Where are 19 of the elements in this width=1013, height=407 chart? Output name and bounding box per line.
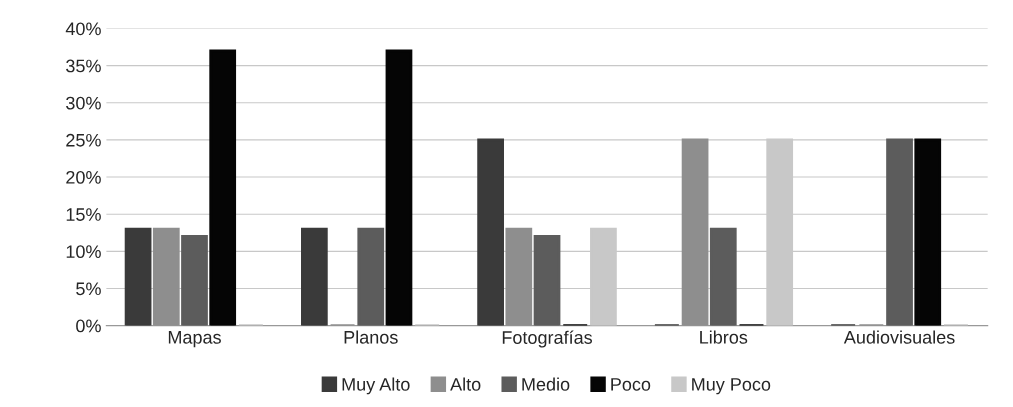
y-tick-label: 20% [66, 170, 101, 184]
x-tick-label: Libros [700, 330, 748, 344]
y-tick-label: 40% [65, 22, 101, 36]
x-tick-label: Planos [344, 330, 398, 344]
y-tick-label: 0% [76, 319, 101, 333]
y-tick-label: 5% [76, 282, 101, 296]
x-tick-label: Fotografías [502, 330, 593, 348]
y-tick-label: 30% [66, 96, 101, 110]
legend-label: Alto [450, 377, 481, 391]
legend-label: Poco [611, 378, 651, 391]
x-tick-label: Audiovisuales [843, 330, 955, 344]
y-tick-label: 15% [66, 208, 101, 221]
y-tick-label: 10% [66, 245, 101, 259]
y-tick-label: 25% [66, 133, 101, 147]
x-tick-label: Mapas [168, 331, 221, 348]
legend-label: Muy Alto [342, 377, 410, 395]
legend-label: Muy Poco [692, 378, 771, 395]
y-tick-label: 35% [66, 59, 101, 73]
legend-label: Medio [522, 377, 570, 391]
